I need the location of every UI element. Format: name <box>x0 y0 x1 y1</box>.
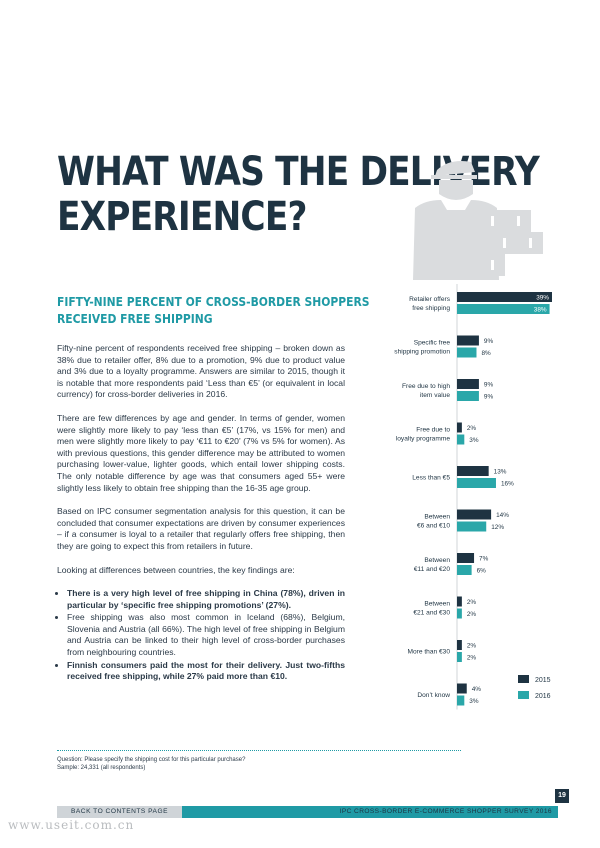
page-title-line: WHAT WAS THE DELIVERY <box>57 149 540 195</box>
data-label: 7% <box>479 555 489 562</box>
page-number: 19 <box>555 789 569 803</box>
bar-2016 <box>457 521 487 532</box>
watermark: www.useit.com.cn <box>8 818 135 832</box>
paragraph: There are few differences by age and gen… <box>57 412 345 493</box>
category-label: Retailer offers <box>409 296 451 303</box>
legend-swatch <box>518 675 529 683</box>
category-label: Free due to high <box>402 383 450 390</box>
data-label: 12% <box>491 524 504 531</box>
data-label: 2% <box>467 611 477 618</box>
bar-2015 <box>457 596 462 607</box>
bar-2015 <box>457 422 462 433</box>
bar-2015 <box>457 683 467 694</box>
back-to-contents-link[interactable]: BACK TO CONTENTS PAGE <box>57 806 182 818</box>
page-title: WHAT WAS THE DELIVERY EXPERIENCE? <box>57 149 540 240</box>
bar-2015 <box>457 553 475 563</box>
data-label: 9% <box>484 381 494 388</box>
category-label: shipping promotion <box>394 349 450 356</box>
footnote-line: Sample: 24,331 (all respondents) <box>57 765 146 771</box>
category-label: free shipping <box>412 305 450 312</box>
section-heading: FIFTY-NINE PERCENT OF CROSS-BORDER SHOPP… <box>57 293 370 327</box>
data-label: 2% <box>467 642 477 649</box>
data-label: 39% <box>536 294 549 301</box>
paragraph: Fifty-nine percent of respondents receiv… <box>57 343 345 400</box>
data-label: 13% <box>494 468 507 475</box>
bar-2016 <box>457 695 465 706</box>
category-label: Between <box>424 557 450 564</box>
category-label: €21 and €30 <box>413 610 450 617</box>
data-label: 2% <box>467 654 477 661</box>
paragraph: Based on IPC consumer segmentation analy… <box>57 506 345 551</box>
data-label: 8% <box>481 350 491 357</box>
page-title-line: EXPERIENCE? <box>57 194 307 240</box>
section-heading-line: FIFTY-NINE PERCENT OF CROSS-BORDER SHOPP… <box>57 294 370 309</box>
data-label: 9% <box>484 338 494 345</box>
data-label: 4% <box>472 686 482 693</box>
category-label: Don’t know <box>417 692 450 699</box>
findings-list: There is a very high level of free shipp… <box>57 588 345 683</box>
data-label: 16% <box>501 480 514 487</box>
category-label: Between <box>424 601 450 608</box>
finding-item: Free shipping was also most common in Ic… <box>67 612 345 658</box>
data-label: 2% <box>467 425 477 432</box>
bar-2016 <box>457 652 462 662</box>
bar-2015 <box>457 335 479 346</box>
data-label: 3% <box>469 437 479 444</box>
category-label: Between <box>424 514 450 521</box>
data-label: 9% <box>484 393 494 400</box>
bar-2015 <box>457 640 462 650</box>
category-label: €6 and €10 <box>417 523 450 530</box>
legend-label: 2016 <box>535 693 551 700</box>
data-label: 6% <box>477 567 487 574</box>
data-label: 2% <box>467 599 477 606</box>
category-label: Less than €5 <box>412 475 450 482</box>
finding-item: There is a very high level of free shipp… <box>67 588 345 611</box>
section-heading-line: RECEIVED FREE SHIPPING <box>57 311 213 326</box>
finding-item: Finnish consumers paid the most for thei… <box>67 660 345 683</box>
bar-2015 <box>457 379 479 389</box>
category-label: €11 and €20 <box>414 566 451 573</box>
delivery-person-illustration <box>413 161 543 280</box>
category-label: More than €30 <box>407 649 450 656</box>
paragraph: Looking at differences between countries… <box>57 564 295 575</box>
shipping-cost-chart-panel: Retailer offers free shipping 39% 38% Specif… <box>375 280 575 720</box>
legend-swatch <box>518 691 529 699</box>
shipping-cost-chart: Retailer offers free shipping 39% 38% Specif… <box>394 284 552 710</box>
bar-2016 <box>457 565 472 575</box>
data-label: 3% <box>469 698 479 705</box>
data-label: 14% <box>496 512 509 519</box>
category-label: Free due to <box>416 427 450 434</box>
divider <box>57 750 461 751</box>
bar-2016 <box>457 391 479 401</box>
bar-2016 <box>457 347 477 358</box>
bar-2015 <box>457 509 492 520</box>
data-label: 38% <box>534 306 547 313</box>
footnote: Question: Please specify the shipping co… <box>57 756 457 772</box>
bar-2016 <box>457 304 550 314</box>
category-label: item value <box>420 392 450 399</box>
bar-2015 <box>457 466 489 476</box>
bar-2015 <box>457 292 552 302</box>
body-text: Fifty-nine percent of respondents receiv… <box>57 343 345 684</box>
bar-2016 <box>457 608 462 619</box>
legend-label: 2015 <box>535 677 551 684</box>
footer-survey-title: IPC CROSS-BORDER E-COMMERCE SHOPPER SURV… <box>182 806 558 818</box>
bar-2016 <box>457 434 465 445</box>
category-label: loyalty programme <box>396 436 451 443</box>
bar-2016 <box>457 478 496 488</box>
footnote-line: Question: Please specify the shipping co… <box>57 757 246 763</box>
category-label: Specific free <box>414 340 451 347</box>
